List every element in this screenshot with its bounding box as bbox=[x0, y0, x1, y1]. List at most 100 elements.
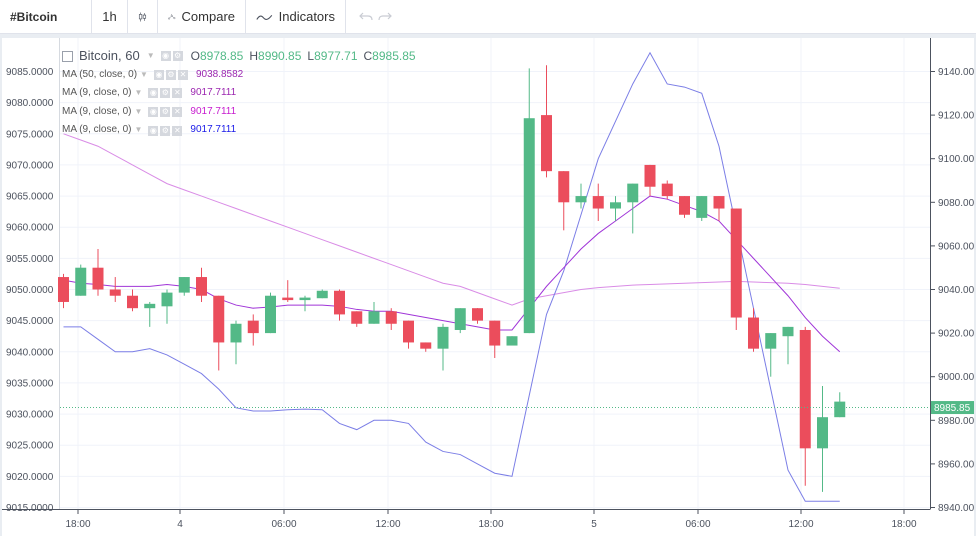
candle-body bbox=[834, 401, 846, 418]
candle-body bbox=[799, 329, 811, 449]
indicators-button[interactable]: Indicators bbox=[246, 0, 346, 33]
ma-label: MA (9, close, 0) bbox=[62, 105, 132, 117]
undo-icon[interactable] bbox=[358, 11, 373, 23]
high-label: H bbox=[249, 49, 259, 63]
indicators-icon bbox=[256, 14, 273, 20]
x-axis-tick-label: 12:00 bbox=[788, 519, 813, 530]
eye-icon[interactable]: ◉ bbox=[153, 69, 164, 80]
symbol-label: #Bitcoin bbox=[10, 9, 58, 24]
settings-icon[interactable]: ⚙ bbox=[165, 69, 176, 80]
eye-icon[interactable]: ◉ bbox=[148, 125, 159, 136]
candle-body bbox=[713, 196, 725, 209]
candle-body bbox=[661, 183, 673, 197]
x-axis-tick-label: 5 bbox=[591, 519, 597, 530]
x-axis-tick-label: 18:00 bbox=[891, 519, 916, 530]
left-axis-tick-label: 9050.0000 bbox=[6, 285, 54, 296]
candle-body bbox=[782, 326, 794, 337]
ma-caret-icon[interactable]: ▼ bbox=[134, 125, 143, 135]
top-toolbar: #Bitcoin 1h Compare Indicators bbox=[0, 0, 976, 34]
open-label: O bbox=[190, 49, 200, 63]
redo-icon[interactable] bbox=[377, 11, 392, 23]
ma-value: 9017.7111 bbox=[190, 105, 237, 117]
interval-button[interactable]: 1h bbox=[92, 0, 128, 33]
candle-body bbox=[558, 171, 570, 203]
left-axis-tick-label: 9080.0000 bbox=[6, 98, 54, 109]
ma-label: MA (50, close, 0) bbox=[62, 68, 138, 80]
candle-body bbox=[541, 115, 552, 172]
settings-icon[interactable]: ⚙ bbox=[160, 125, 171, 136]
candle-body bbox=[265, 295, 276, 334]
chart-style-button[interactable] bbox=[128, 0, 158, 33]
price-chart[interactable]: 9085.0000 9080.0000 9075.0000 9070.0000 9065… bbox=[2, 38, 974, 536]
close-icon[interactable]: ✕ bbox=[172, 107, 183, 118]
left-axis-tick-label: 9075.0000 bbox=[6, 129, 54, 140]
x-axis-tick-label: 18:00 bbox=[65, 519, 90, 530]
ma9-line bbox=[63, 195, 841, 353]
right-axis-tick-label: 9060.00 bbox=[938, 241, 974, 252]
right-axis-tick-label: 9020.00 bbox=[938, 329, 974, 340]
candle-body bbox=[316, 290, 328, 299]
left-axis-tick-label: 9070.0000 bbox=[6, 160, 54, 171]
ma-label: MA (9, close, 0) bbox=[62, 124, 132, 136]
settings-icon[interactable]: ⚙ bbox=[172, 51, 183, 62]
close-icon[interactable]: ✕ bbox=[177, 69, 188, 80]
candle-body bbox=[299, 297, 311, 301]
candle-body bbox=[109, 289, 121, 296]
symbol-selector[interactable]: #Bitcoin bbox=[0, 0, 92, 33]
candle-body bbox=[610, 202, 621, 209]
price-label: 8985.85 bbox=[934, 403, 971, 414]
candle-body bbox=[230, 323, 242, 343]
candle-body bbox=[282, 297, 294, 301]
settings-icon[interactable]: ⚙ bbox=[160, 107, 171, 118]
left-axis-tick-label: 9060.0000 bbox=[6, 223, 54, 234]
interval-label: 1h bbox=[102, 9, 117, 24]
candle-body bbox=[334, 290, 345, 315]
candle-body bbox=[472, 308, 483, 321]
candle-body bbox=[696, 196, 708, 218]
candle-body bbox=[385, 311, 397, 324]
compare-button[interactable]: Compare bbox=[158, 0, 246, 33]
left-axis-tick-label: 9020.0000 bbox=[6, 472, 54, 483]
candle-body bbox=[592, 196, 604, 209]
candle-body bbox=[92, 267, 104, 290]
candle-body bbox=[627, 183, 639, 203]
low-label: L bbox=[307, 49, 315, 63]
ma-caret-icon[interactable]: ▼ bbox=[140, 69, 148, 79]
close-icon[interactable]: ✕ bbox=[172, 125, 183, 136]
x-axis-tick-label: 4 bbox=[177, 519, 183, 530]
eye-icon[interactable]: ◉ bbox=[160, 51, 171, 62]
candle-body bbox=[161, 292, 173, 307]
ma-caret-icon[interactable]: ▼ bbox=[134, 106, 143, 116]
ma-value: 9038.8582 bbox=[195, 68, 244, 80]
legend-ma-row: MA (9, close, 0) ▼ ◉ ⚙ ✕ 9017.7111 bbox=[62, 103, 416, 122]
right-axis-tick-label: 9100.00 bbox=[938, 154, 974, 165]
close-icon[interactable]: ✕ bbox=[172, 88, 183, 99]
eye-icon[interactable]: ◉ bbox=[148, 107, 159, 118]
candle-body bbox=[213, 295, 225, 343]
candle-body bbox=[748, 317, 759, 349]
x-axis-tick-label: 06:00 bbox=[685, 519, 710, 530]
left-axis-tick-label: 9015.0000 bbox=[6, 503, 54, 514]
candle-body bbox=[644, 164, 656, 187]
legend-caret-icon[interactable]: ▼ bbox=[146, 51, 155, 60]
candle-body bbox=[523, 118, 535, 334]
ma-caret-icon[interactable]: ▼ bbox=[134, 88, 143, 98]
right-axis-tick-label: 8940.00 bbox=[938, 503, 974, 514]
collapse-legend-icon[interactable] bbox=[62, 50, 73, 62]
x-axis-tick-label: 06:00 bbox=[271, 519, 296, 530]
settings-icon[interactable]: ⚙ bbox=[160, 88, 171, 99]
right-axis-tick-label: 9080.00 bbox=[938, 198, 974, 209]
left-axis-tick-label: 9065.0000 bbox=[6, 192, 54, 203]
left-axis-tick-label: 9045.0000 bbox=[6, 316, 54, 327]
chart-panel[interactable]: 9085.0000 9080.0000 9075.0000 9070.0000 9065… bbox=[2, 38, 974, 536]
close-label: C bbox=[363, 49, 373, 63]
candle-body bbox=[575, 196, 587, 203]
left-axis-tick-label: 9040.0000 bbox=[6, 347, 54, 358]
legend-main-row: Bitcoin, 60 ▼ ◉ ⚙ O 8978.85 H 8990.85 L 897… bbox=[62, 47, 416, 66]
candle-body bbox=[420, 342, 432, 349]
eye-icon[interactable]: ◉ bbox=[148, 88, 159, 99]
chart-legend: Bitcoin, 60 ▼ ◉ ⚙ O 8978.85 H 8990.85 L 897… bbox=[62, 47, 416, 140]
candle-body bbox=[75, 267, 87, 296]
left-axis-tick-label: 9025.0000 bbox=[6, 441, 54, 452]
candle-body bbox=[506, 336, 518, 346]
